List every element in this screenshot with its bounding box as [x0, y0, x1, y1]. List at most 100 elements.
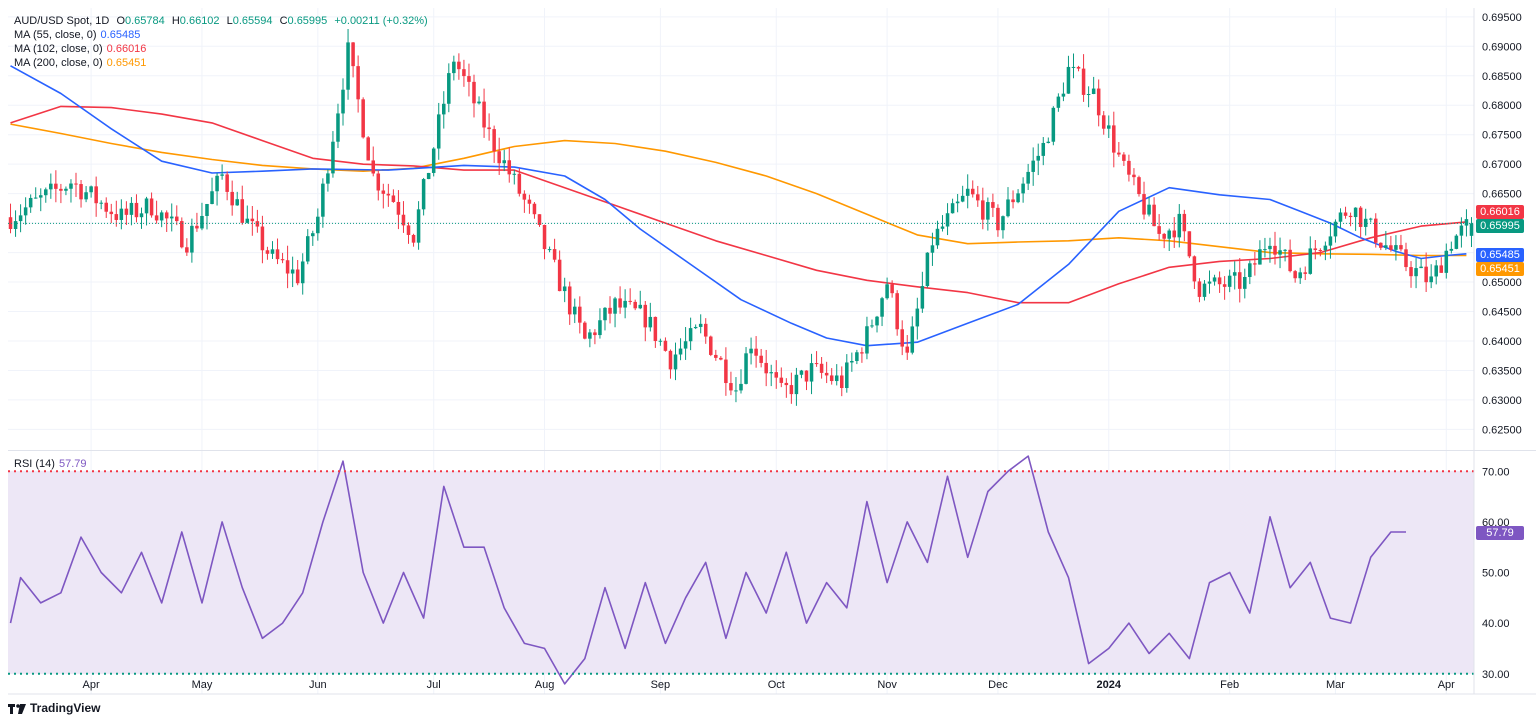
- candle-body: [1071, 66, 1076, 68]
- candle-body: [215, 175, 219, 192]
- candle-body: [356, 66, 360, 100]
- ma102-price-tag: 0.66016: [1476, 205, 1524, 219]
- rsi-legend[interactable]: RSI (14) 57.79: [14, 457, 91, 471]
- candle-body: [280, 259, 285, 261]
- candle-body: [714, 354, 718, 358]
- candle-body: [164, 212, 169, 219]
- candle-body: [371, 160, 376, 174]
- rsi-band: [8, 471, 1474, 674]
- change-value: +0.00211 (+0.32%): [334, 15, 428, 27]
- candle-body: [885, 284, 889, 299]
- candle-body: [1142, 194, 1146, 215]
- candle-body: [8, 217, 13, 229]
- candle-body: [457, 61, 461, 70]
- price-tick-label: 0.66500: [1482, 189, 1522, 201]
- ma55-legend[interactable]: MA (55, close, 0) 0.65485: [14, 28, 144, 42]
- candle-body: [965, 188, 970, 196]
- candle-body: [1167, 230, 1171, 239]
- candle-body: [1253, 263, 1257, 265]
- candle-body: [270, 249, 275, 254]
- candle-body: [507, 160, 512, 175]
- candle-body: [638, 304, 643, 309]
- candle-body: [1399, 245, 1403, 250]
- candle-body: [1202, 283, 1207, 297]
- price-tick-label: 0.64000: [1482, 336, 1522, 348]
- candle-body: [618, 298, 622, 308]
- candle-body: [744, 353, 748, 384]
- candle-body: [734, 390, 738, 392]
- candle-body: [1021, 183, 1025, 194]
- candle-body: [1248, 263, 1252, 278]
- candle-body: [809, 363, 814, 382]
- ma102-line: [10, 105, 1467, 304]
- candle-body: [1303, 272, 1307, 274]
- candle-body: [1232, 272, 1237, 276]
- candle-body: [542, 224, 547, 250]
- time-tick-label: May: [192, 679, 213, 691]
- candle-body: [1429, 276, 1433, 283]
- candle-body: [1177, 213, 1182, 238]
- candle-body: [38, 195, 43, 198]
- symbol-label[interactable]: AUD/USD Spot, 1D: [14, 15, 110, 27]
- candle-body: [331, 141, 335, 174]
- candle-body: [729, 383, 733, 391]
- candle-body: [1404, 249, 1408, 268]
- candle-body: [1081, 68, 1086, 95]
- ma102-legend[interactable]: MA (102, close, 0) 0.66016: [14, 42, 150, 56]
- candle-body: [1212, 277, 1217, 282]
- candle-body: [104, 202, 109, 212]
- candle-body: [1016, 193, 1020, 203]
- candle-body: [79, 184, 83, 200]
- candle-body: [1444, 250, 1449, 273]
- close-value: 0.65995: [287, 15, 328, 27]
- rsi-value: 57.79: [58, 458, 87, 470]
- time-tick-label: Apr: [83, 679, 100, 691]
- candle-body: [59, 188, 63, 191]
- candle-body: [739, 383, 743, 391]
- price-tick-label: 0.68500: [1482, 71, 1522, 83]
- candle-body: [230, 191, 234, 206]
- candle-body: [1278, 250, 1282, 255]
- candle-body: [361, 99, 365, 138]
- candles[interactable]: [8, 28, 1474, 406]
- candle-body: [245, 218, 250, 223]
- candle-body: [94, 186, 98, 204]
- ma102-value: 0.66016: [106, 43, 147, 55]
- candle-body: [1323, 245, 1328, 251]
- ma55-value: 0.65485: [100, 29, 141, 41]
- close-label: C: [279, 15, 288, 27]
- candle-body: [1469, 223, 1474, 236]
- candle-body: [300, 261, 305, 284]
- candle-body: [976, 194, 980, 201]
- candle-body: [411, 234, 416, 243]
- candle-body: [920, 286, 925, 309]
- candle-body: [1368, 218, 1373, 220]
- candle-body: [799, 370, 804, 375]
- candle-body: [1106, 125, 1111, 129]
- candle-body: [285, 260, 290, 274]
- candle-body: [986, 202, 990, 220]
- candle-body: [49, 183, 53, 190]
- candle-body: [1293, 271, 1297, 279]
- candle-body: [759, 355, 763, 363]
- ma200-value: 0.65451: [106, 57, 147, 69]
- candle-body: [346, 42, 350, 90]
- candle-body: [1132, 174, 1136, 178]
- low-label: L: [226, 15, 233, 27]
- candle-body: [1222, 284, 1227, 287]
- candle-body: [1358, 207, 1363, 227]
- candle-body: [366, 137, 370, 161]
- candle-body: [1243, 277, 1247, 289]
- candle-body: [1328, 236, 1333, 246]
- candle-body: [915, 308, 920, 327]
- candle-body: [1001, 216, 1005, 231]
- candle-body: [260, 226, 265, 251]
- candle-body: [1117, 152, 1121, 155]
- candle-body: [154, 215, 159, 221]
- tradingview-logo[interactable]: TradingView: [8, 701, 100, 715]
- candle-body: [472, 81, 476, 104]
- candle-body: [794, 374, 799, 395]
- ma200-legend[interactable]: MA (200, close, 0) 0.65451: [14, 56, 150, 70]
- candle-body: [341, 89, 345, 114]
